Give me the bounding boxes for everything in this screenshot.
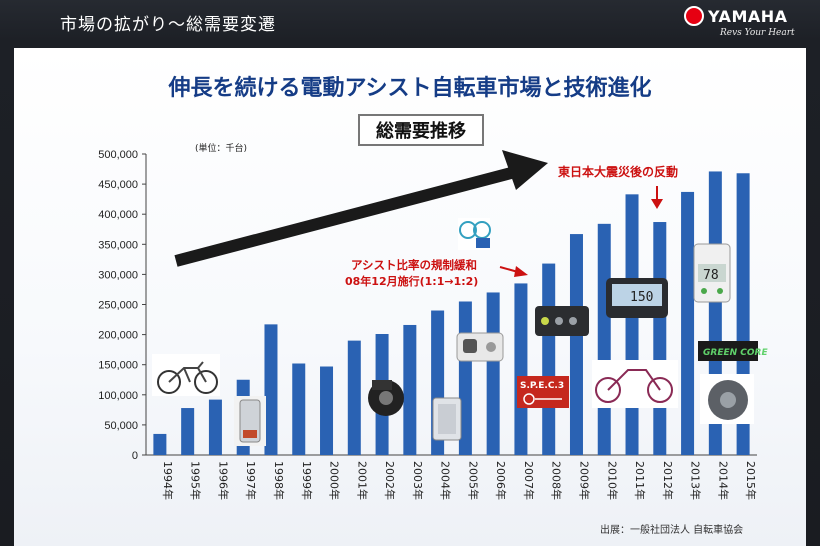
bar (347, 340, 361, 455)
bar (514, 283, 528, 455)
bar (320, 366, 334, 455)
x-tick-label: 2005年 (466, 461, 480, 500)
bar (542, 263, 556, 455)
battery-pack-photo-2 (432, 397, 462, 441)
digital-display-photo: 78 (693, 243, 731, 303)
y-tick-label: 300,000 (98, 269, 138, 281)
unit-label: (単位：千台) (195, 144, 248, 154)
x-tick-label: 2015年 (744, 461, 758, 500)
logo-wordmark: YAMAHA (708, 7, 788, 26)
bar (153, 433, 167, 455)
club-mascot-logo (458, 218, 491, 250)
trend-arrow-icon (174, 150, 548, 267)
x-tick-label: 1997年 (244, 461, 258, 500)
tuning-fork-emblem-icon (684, 6, 704, 26)
green-core-label: GREEN CORE (703, 348, 768, 358)
bar (486, 292, 500, 455)
y-tick-label: 500,000 (98, 149, 138, 161)
x-tick-label: 2004年 (439, 461, 453, 500)
x-tick-label: 2002年 (383, 461, 397, 500)
x-tick-label: 2000年 (328, 461, 342, 500)
bar (653, 222, 667, 455)
control-panel-photo (535, 306, 589, 336)
bar (208, 399, 222, 455)
y-tick-label: 100,000 (98, 390, 138, 402)
y-tick-label: 450,000 (98, 179, 138, 191)
deregulation-annotation-line2: 08年12月施行(1:1→1:2) (345, 274, 478, 288)
main-title: 伸長を続ける電動アシスト自転車市場と技術進化 (168, 76, 652, 101)
x-tick-label: 2012年 (661, 461, 675, 500)
bar (403, 324, 417, 455)
x-tick-label: 1996年 (216, 461, 230, 500)
y-tick-label: 200,000 (98, 330, 138, 342)
x-tick-label: 2008年 (550, 461, 564, 500)
bar (569, 234, 583, 455)
y-tick-label: 350,000 (98, 239, 138, 251)
x-tick-label: 2003年 (411, 461, 425, 500)
bar (625, 194, 639, 456)
y-tick-label: 50,000 (104, 420, 138, 432)
bicycle-photo (152, 354, 220, 396)
right-arrow-icon (499, 266, 528, 277)
spec3-badge: S.P.E.C.3 (517, 376, 569, 408)
source-label: 出展：一般社団法人 自転車協会 (600, 525, 744, 536)
x-tick-label: 1999年 (300, 461, 314, 500)
section-title: 市場の拡がり〜総需要変遷 (60, 15, 276, 35)
lcd-value: 150 (630, 290, 653, 305)
chart-title: 総需要推移 (358, 114, 484, 146)
bar (597, 223, 611, 455)
x-tick-labels: 1994年 1995年 1996年 1997年 1998年 1999年 2000年 2001年… (161, 461, 758, 500)
bar (264, 324, 278, 455)
yamaha-logo: YAMAHA Revs Your Heart (684, 6, 804, 44)
bar (681, 191, 695, 455)
x-tick-label: 2014年 (716, 461, 730, 500)
y-tick-label: 250,000 (98, 300, 138, 312)
bar (292, 363, 306, 455)
drive-unit-photo-2 (700, 374, 754, 424)
drive-unit-photo-1 (368, 380, 404, 416)
handle-switch-photo (456, 332, 504, 362)
bar (181, 408, 195, 455)
battery-pack-photo (234, 396, 266, 446)
x-tick-label: 2010年 (605, 461, 619, 500)
y-tick-labels: 0 50,000 100,000 150,000 200,000 250,000 300,0… (98, 149, 138, 462)
x-tick-label: 1994年 (161, 461, 175, 500)
y-tick-label: 0 (132, 450, 138, 462)
earthquake-annotation: 東日本大震災後の反動 (558, 164, 678, 179)
logo-tagline: Revs Your Heart (720, 28, 795, 38)
y-tick-label: 150,000 (98, 360, 138, 372)
x-tick-label: 2007年 (522, 461, 536, 500)
display-value: 78 (703, 268, 719, 283)
header-bar: 市場の拡がり〜総需要変遷 YAMAHA Revs Your Heart (0, 0, 820, 40)
deregulation-annotation-line1: アシスト比率の規制緩和 (351, 258, 477, 272)
y-tick-label: 400,000 (98, 209, 138, 221)
x-tick-label: 2001年 (355, 461, 369, 500)
x-tick-label: 2006年 (494, 461, 508, 500)
x-tick-label: 1995年 (189, 461, 203, 500)
x-tick-label: 2009年 (577, 461, 591, 500)
x-tick-label: 2013年 (689, 461, 703, 500)
down-arrow-icon (651, 186, 663, 209)
green-core-badge: GREEN CORE (698, 341, 768, 361)
lcd-display-photo: 150 (606, 278, 668, 318)
spec3-label: S.P.E.C.3 (520, 381, 564, 391)
x-tick-label: 1998年 (272, 461, 286, 500)
e-bike-photo (592, 360, 678, 408)
x-tick-label: 2011年 (633, 461, 647, 500)
